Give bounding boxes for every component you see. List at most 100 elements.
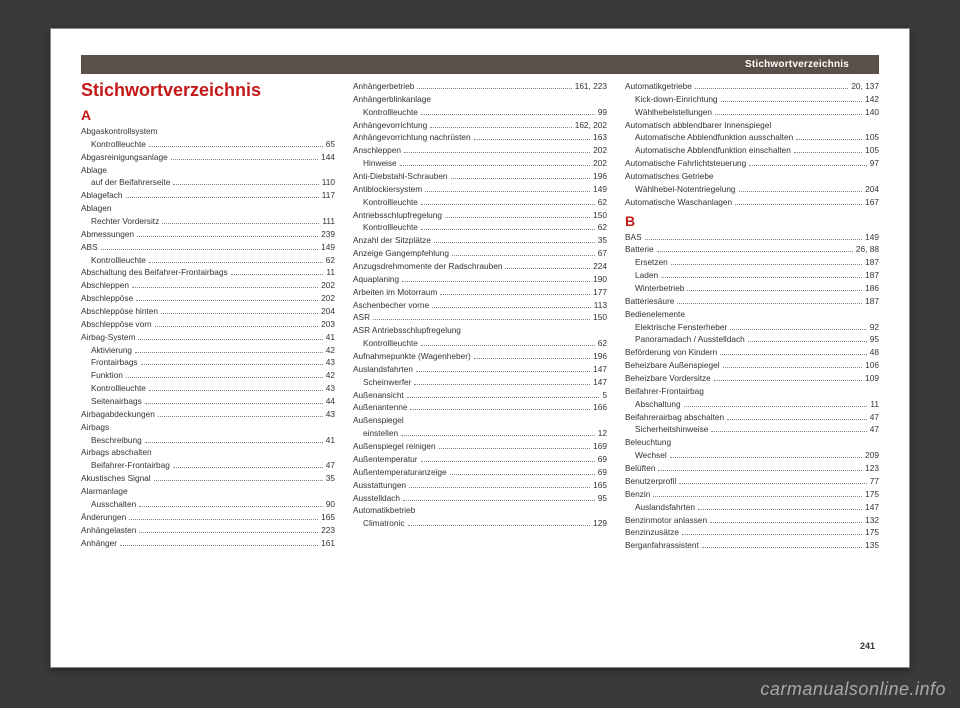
index-entry: Beifahrer-Frontairbag47 [81, 459, 335, 472]
leader-dots [450, 474, 595, 475]
entry-page: 202 [593, 157, 607, 170]
entry-label: Airbagabdeckungen [81, 408, 155, 421]
leader-dots [695, 88, 848, 89]
leader-dots [136, 300, 318, 301]
leader-dots [425, 191, 590, 192]
leader-dots [231, 274, 324, 275]
index-entry: Benzinzusätze175 [625, 526, 879, 539]
entry-page: 150 [593, 209, 607, 222]
entry-page: 69 [598, 453, 607, 466]
index-entry: Automatische Abblendfunktion ausschalten… [625, 131, 879, 144]
leader-dots [158, 416, 323, 417]
entry-label: Batteriesäure [625, 295, 674, 308]
entry-page: 165 [321, 511, 335, 524]
entry-label: Beheizbare Außenspiegel [625, 359, 720, 372]
entry-label: Beheizbare Vordersitze [625, 372, 711, 385]
index-entry: Automatikbetrieb [353, 504, 607, 517]
index-entry: Aschenbecher vorne113 [353, 299, 607, 312]
index-entry: Kontrollleuchte62 [353, 196, 607, 209]
entry-label: Anhängelasten [81, 524, 136, 537]
entry-page: 202 [321, 292, 335, 305]
entry-page: 202 [593, 144, 607, 157]
leader-dots [671, 264, 862, 265]
entry-label: Außenantenne [353, 401, 407, 414]
entry-label: Belüften [625, 462, 655, 475]
leader-dots [432, 307, 591, 308]
entry-label: Anzeige Gangempfehlung [353, 247, 449, 260]
leader-dots [715, 114, 862, 115]
entry-page: 5 [602, 389, 607, 402]
entry-label: Beschreibung [91, 434, 142, 447]
entry-page: 187 [865, 295, 879, 308]
index-entry: Auslandsfahrten147 [353, 363, 607, 376]
entry-label: Benzinzusätze [625, 526, 679, 539]
leader-dots [670, 457, 862, 458]
entry-label: Automatische Abblendfunktion ausschalten [635, 131, 793, 144]
leader-dots [145, 403, 323, 404]
index-entry: Anhänger161 [81, 537, 335, 550]
leader-dots [451, 178, 591, 179]
index-entry: Anti-Diebstahl-Schrauben196 [353, 170, 607, 183]
leader-dots [421, 345, 595, 346]
index-entry: Aquaplaning190 [353, 273, 607, 286]
entry-page: 110 [322, 176, 335, 189]
entry-label: Ausschalten [91, 498, 136, 511]
index-entry: Funktion42 [81, 369, 335, 382]
index-entry: Ausstattungen165 [353, 479, 607, 492]
entry-label: Anzugsdrehmomente der Radschrauben [353, 260, 502, 273]
page-number: 241 [860, 641, 875, 651]
leader-dots [677, 303, 862, 304]
entry-label: Abgaskontrollsystem [81, 125, 158, 138]
leader-dots [739, 191, 863, 192]
index-entry: Sicherheitshinweise47 [625, 423, 879, 436]
index-entry: Beifahrerairbag abschalten47 [625, 411, 879, 424]
leader-dots [730, 329, 867, 330]
entry-label: Außentemperaturanzeige [353, 466, 447, 479]
entry-label: Anhängerblinkanlage [353, 93, 431, 106]
entry-label: Beifahrerairbag abschalten [625, 411, 724, 424]
entry-page: 144 [321, 151, 335, 164]
header-bar: Stichwortverzeichnis [81, 55, 879, 74]
leader-dots [126, 197, 319, 198]
entry-page: 42 [326, 344, 335, 357]
index-columns: Stichwortverzeichnis A Abgaskontrollsyst… [51, 80, 909, 552]
index-entry: Abgaskontrollsystem [81, 125, 335, 138]
index-entry: Abschleppen202 [81, 279, 335, 292]
index-entry: Kontrollleuchte62 [353, 337, 607, 350]
index-entry: Beförderung von Kindern48 [625, 346, 879, 359]
entry-label: Automatisches Getriebe [625, 170, 714, 183]
index-entry: Kontrollleuchte65 [81, 138, 335, 151]
watermark: carmanualsonline.info [760, 679, 946, 700]
index-entry: Anhängevorrichtung162, 202 [353, 119, 607, 132]
entry-label: Ablagen [81, 202, 111, 215]
entry-page: 204 [865, 183, 879, 196]
index-entry: Außenspiegel [353, 414, 607, 427]
entry-page: 165 [593, 479, 607, 492]
leader-dots [410, 409, 590, 410]
leader-dots [416, 371, 590, 372]
entry-label: Abschleppöse hinten [81, 305, 158, 318]
index-entry: Elektrische Fensterheber92 [625, 321, 879, 334]
entry-label: Kontrollleuchte [91, 138, 146, 151]
index-entry: Kontrollleuchte62 [353, 221, 607, 234]
entry-label: Seitenairbags [91, 395, 142, 408]
index-entry: Aufnahmepunkte (Wagenheber)196 [353, 350, 607, 363]
entry-page: 77 [870, 475, 879, 488]
index-entry: Auslandsfahrten147 [625, 501, 879, 514]
index-entry: Beschreibung41 [81, 434, 335, 447]
entry-label: Auslandsfahrten [635, 501, 695, 514]
leader-dots [727, 419, 867, 420]
entry-page: 203 [321, 318, 335, 331]
entry-label: Benzinmotor anlassen [625, 514, 707, 527]
index-entry: Panoramadach / Ausstelldach95 [625, 333, 879, 346]
entry-label: ASR Antriebsschlupfregelung [353, 324, 461, 337]
leader-dots [430, 127, 571, 128]
entry-page: 69 [598, 466, 607, 479]
leader-dots [403, 500, 595, 501]
entry-label: Anhängevorrichtung [353, 119, 427, 132]
entry-page: 142 [865, 93, 879, 106]
entry-label: Automatische Fahrlichtsteuerung [625, 157, 746, 170]
leader-dots [404, 152, 590, 153]
index-entry: Anzugsdrehmomente der Radschrauben224 [353, 260, 607, 273]
leader-dots [679, 483, 867, 484]
